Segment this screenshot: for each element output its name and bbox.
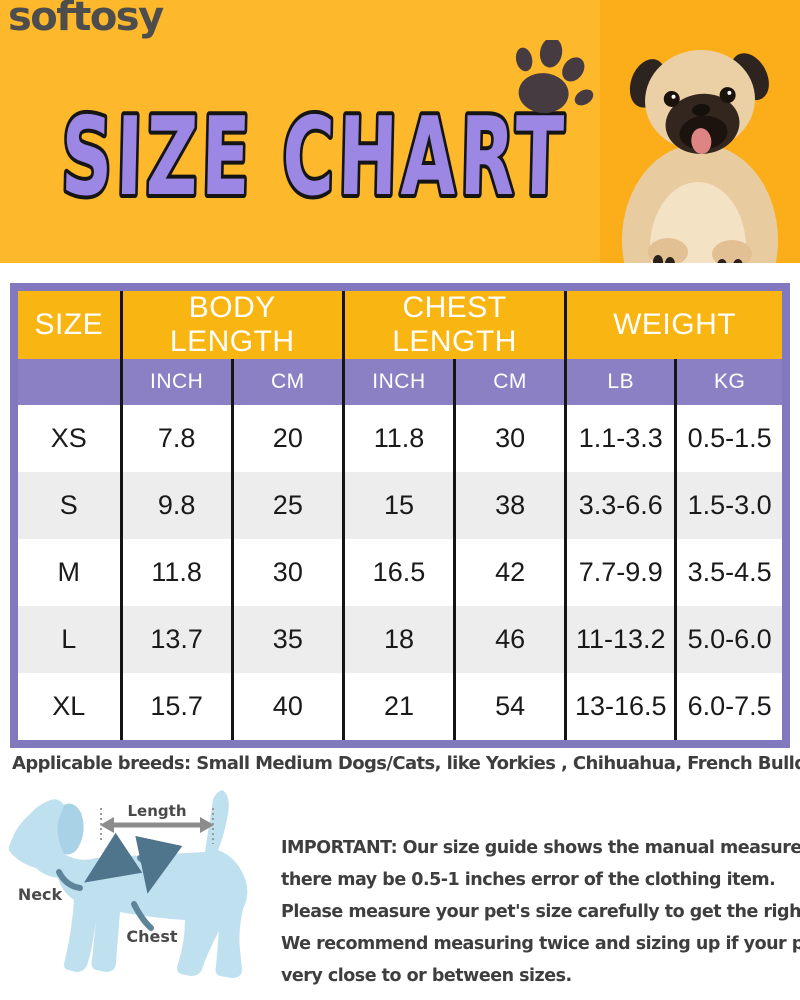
- dog-ear-shade: [57, 803, 84, 855]
- table-cell: 5.0-6.0: [674, 606, 786, 673]
- table-cell: 30: [230, 539, 344, 606]
- table-cell: 11-13.2: [564, 606, 676, 673]
- size-label: L: [14, 606, 122, 673]
- table-cell: 7.7-9.9: [564, 539, 676, 606]
- size-chart-table: SIZE BODY LENGTH CHEST LENGTH WEIGHT INC…: [10, 283, 790, 748]
- table-row-l: L 13.7 35 18 46 11-13.2 5.0-6.0: [14, 606, 786, 673]
- neck-label: Neck: [18, 885, 63, 904]
- unit-header-inch: INCH: [341, 359, 455, 405]
- neck-strap-arrow: [84, 832, 143, 883]
- page-title: SIZE CHART: [60, 93, 569, 220]
- table-cell: 3.5-4.5: [674, 539, 786, 606]
- table-row-xs: XS 7.8 20 11.8 30 1.1-3.3 0.5-1.5: [14, 405, 786, 472]
- col-header-body-length: BODY LENGTH: [119, 287, 344, 359]
- table-cell: 46: [453, 606, 566, 673]
- pug-photo: [600, 0, 800, 263]
- length-arrowhead-left: [100, 817, 114, 833]
- important-line: IMPORTANT: Our size guide shows the manu…: [281, 838, 800, 858]
- table-row-s: S 9.8 25 15 38 3.3-6.6 1.5-3.0: [14, 472, 786, 539]
- col-header-weight: WEIGHT: [564, 287, 786, 359]
- banner: softosy SIZE CHART: [0, 0, 800, 263]
- table-cell: 21: [341, 673, 455, 744]
- size-label: XL: [14, 673, 122, 744]
- size-label: XS: [14, 405, 122, 472]
- paw-icon: [515, 40, 594, 114]
- chest-strap-arrow: [135, 835, 183, 894]
- table-cell: 13-16.5: [564, 673, 676, 744]
- table-cell: 54: [453, 673, 566, 744]
- table-cell: 11.8: [119, 539, 233, 606]
- table-cell: 16.5: [341, 539, 455, 606]
- table-cell: 0.5-1.5: [674, 405, 786, 472]
- chest-strap-arc: [131, 901, 154, 931]
- important-line: We recommend measuring twice and sizing …: [281, 934, 800, 954]
- unit-header-kg: KG: [674, 359, 786, 405]
- unit-header-cm: CM: [230, 359, 344, 405]
- table-cell: 1.5-3.0: [674, 472, 786, 539]
- table-cell: 6.0-7.5: [674, 673, 786, 744]
- table-cell: 11.8: [341, 405, 455, 472]
- unit-header-lb: LB: [564, 359, 676, 405]
- table-unit-row: INCH CM INCH CM LB KG: [14, 359, 786, 405]
- table-cell: 20: [230, 405, 344, 472]
- neck-strap-arc: [56, 869, 83, 891]
- unit-header-cm: CM: [453, 359, 566, 405]
- table-row-m: M 11.8 30 16.5 42 7.7-9.9 3.5-4.5: [14, 539, 786, 606]
- applicable-breeds-note: Applicable breeds: Small Medium Dogs/Cat…: [12, 753, 800, 774]
- important-note: IMPORTANT: Our size guide shows the manu…: [281, 832, 800, 992]
- important-line: there may be 0.5-1 inches error of the c…: [281, 870, 776, 890]
- brand-logo: softosy: [8, 0, 164, 40]
- table-row-xl: XL 15.7 40 21 54 13-16.5 6.0-7.5: [14, 673, 786, 744]
- size-label: M: [14, 539, 122, 606]
- table-cell: 15.7: [119, 673, 233, 744]
- unit-header-inch: INCH: [119, 359, 233, 405]
- table-cell: 18: [341, 606, 455, 673]
- table-cell: 38: [453, 472, 566, 539]
- chest-label: Chest: [126, 927, 178, 946]
- table-cell: 3.3-6.6: [564, 472, 676, 539]
- table-cell: 1.1-3.3: [564, 405, 676, 472]
- col-header-chest-length: CHEST LENGTH: [341, 287, 566, 359]
- unit-header-empty: [14, 359, 122, 405]
- size-chart-title-art: SIZE CHART: [57, 90, 573, 223]
- col-header-size: SIZE: [14, 287, 122, 359]
- table-cell: 40: [230, 673, 344, 744]
- table-cell: 7.8: [119, 405, 233, 472]
- table-cell: 35: [230, 606, 344, 673]
- table-cell: 9.8: [119, 472, 233, 539]
- length-label: Length: [128, 802, 187, 820]
- table-cell: 42: [453, 539, 566, 606]
- length-arrowhead-right: [200, 817, 214, 833]
- table-cell: 30: [453, 405, 566, 472]
- important-line: Please measure your pet's size carefully…: [281, 902, 800, 922]
- measurement-diagram: Length Neck Chest: [8, 790, 248, 978]
- table-cell: 25: [230, 472, 344, 539]
- table-cell: 13.7: [119, 606, 233, 673]
- important-line: very close to or between sizes.: [281, 966, 572, 986]
- size-label: S: [14, 472, 122, 539]
- table-header-row: SIZE BODY LENGTH CHEST LENGTH WEIGHT: [14, 287, 786, 359]
- table-cell: 15: [341, 472, 455, 539]
